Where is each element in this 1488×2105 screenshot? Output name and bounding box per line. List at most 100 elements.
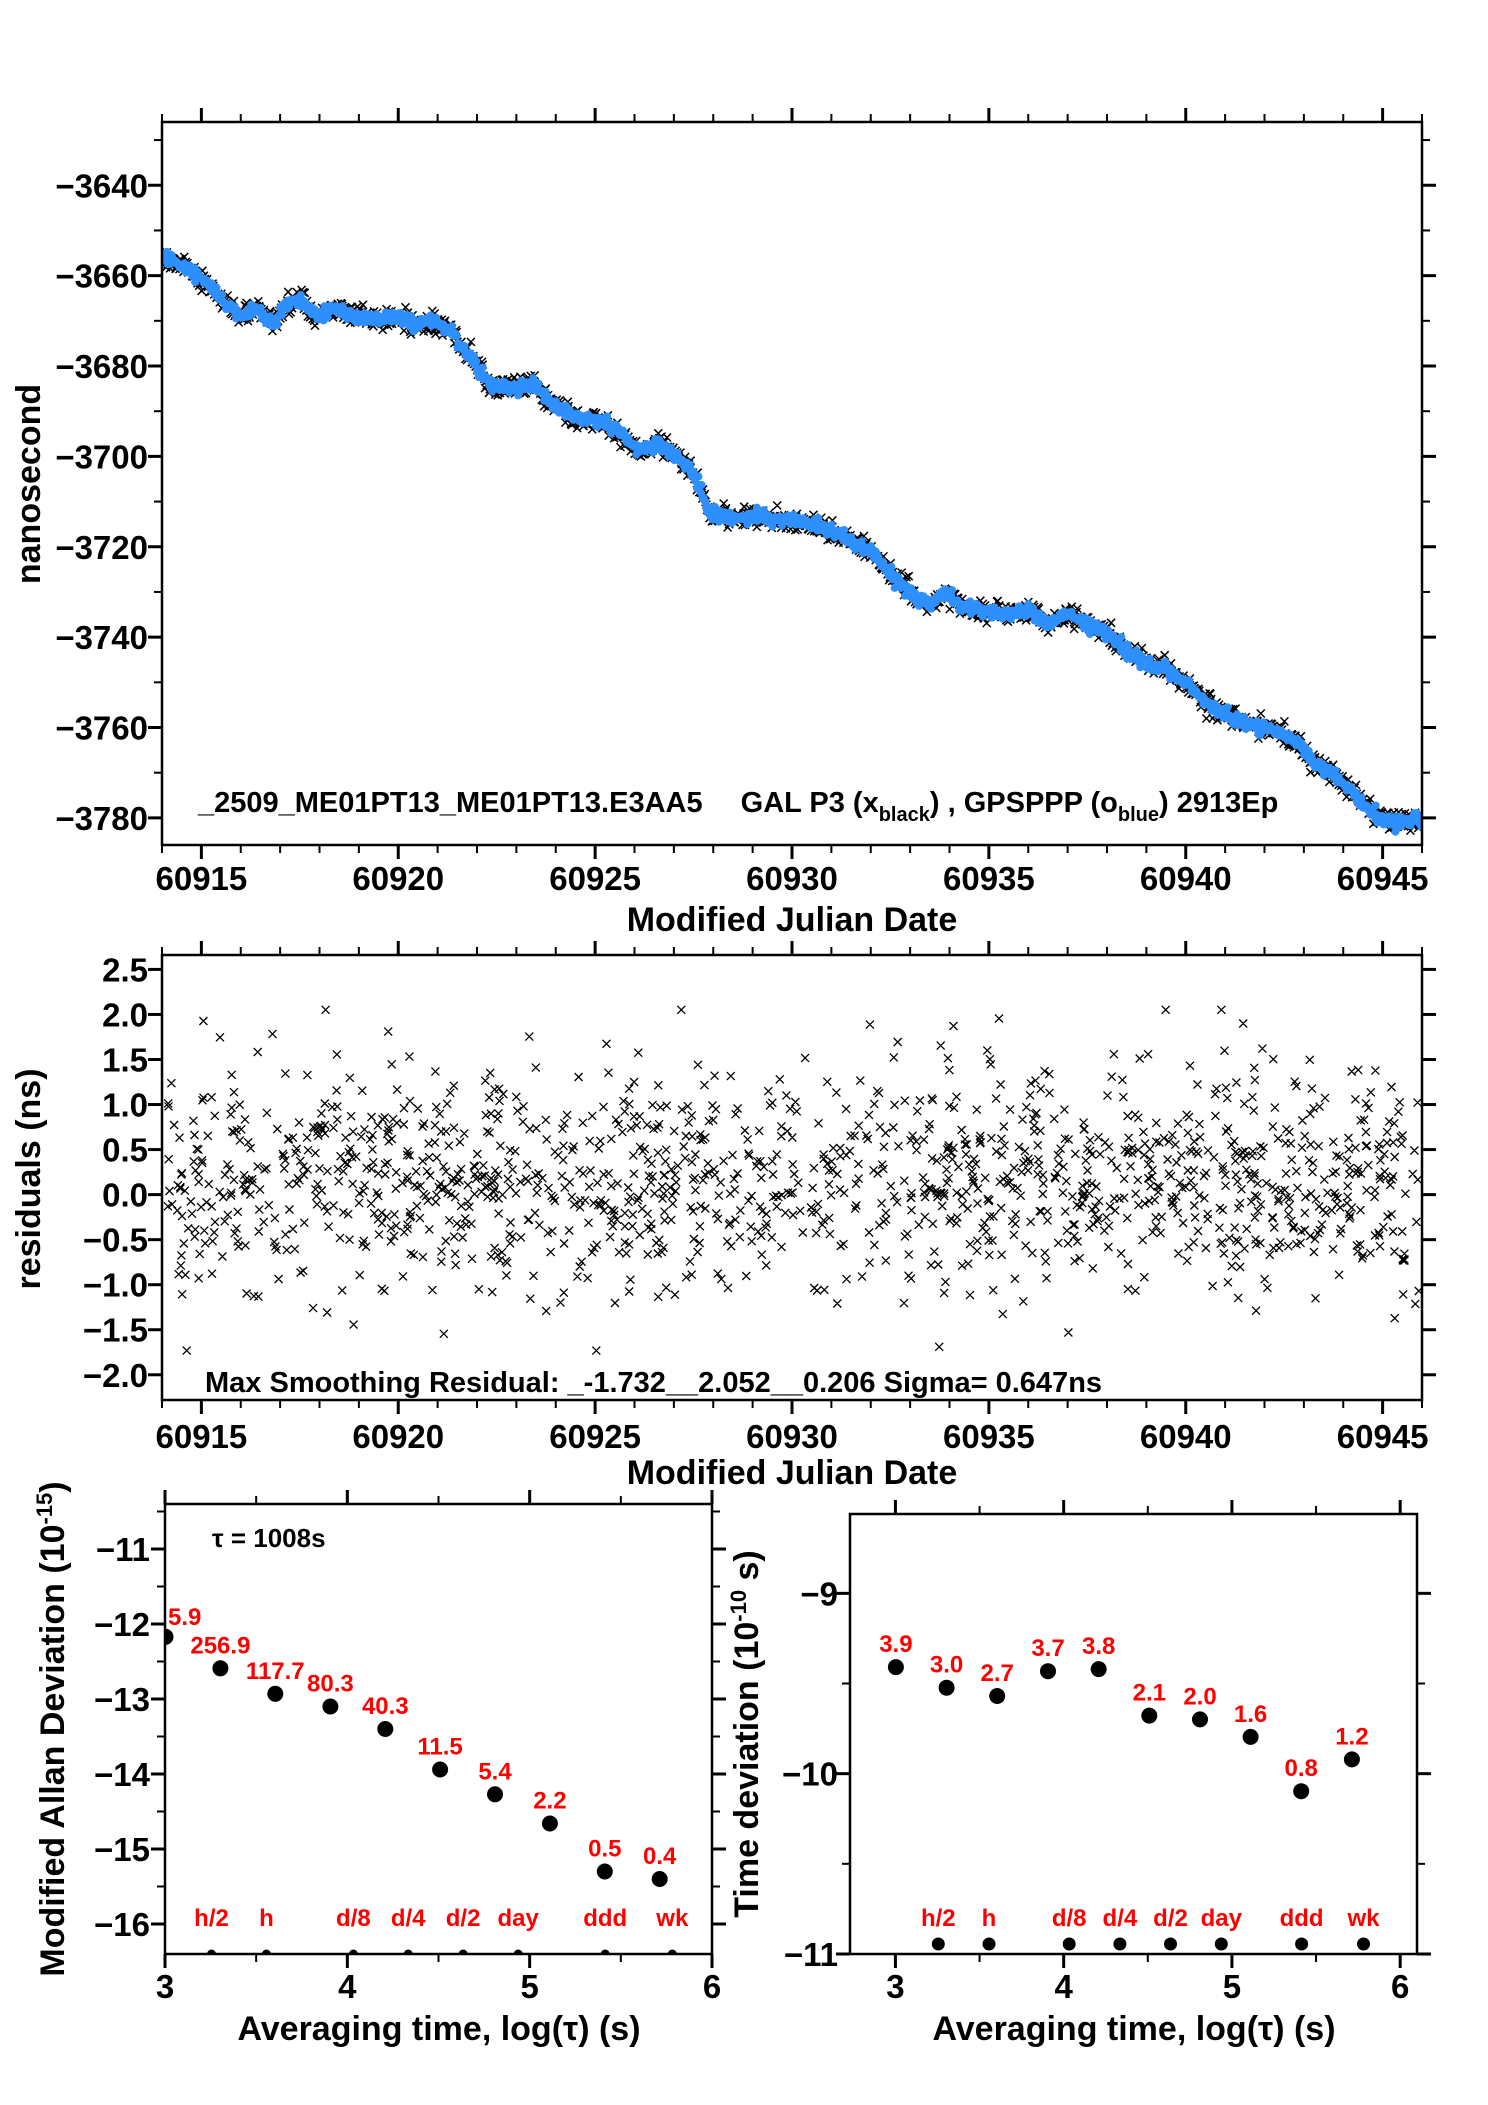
deviation-point (1343, 1751, 1360, 1768)
y-tick-label: −3760 (55, 710, 148, 747)
x-tick-label: 60945 (1337, 1418, 1429, 1455)
mdev-y-title-main: Modified Allan Deviation (10 (34, 1524, 72, 1976)
x-tick-label: 5 (1223, 1968, 1241, 2005)
y-tick-label: −15 (94, 1831, 150, 1868)
x-tick-label: 60930 (746, 1418, 838, 1455)
tau-mark-label: d/8 (1052, 1905, 1087, 1932)
residual-x-markers (163, 1005, 1422, 1356)
tau-mark-dot (1295, 1937, 1309, 1951)
tau-mark-dot (1062, 1937, 1076, 1951)
x-tick-label: 60935 (943, 860, 1035, 897)
deviation-point (596, 1863, 613, 1880)
tau-mark-dot (1214, 1937, 1228, 1951)
y-tick-label: −14 (94, 1756, 151, 1793)
point-value-label: 3.0 (930, 1652, 963, 1679)
tau-mark-label: d/2 (1153, 1905, 1188, 1932)
y-tick-label: 2.5 (102, 951, 148, 988)
tau-mark-dot (931, 1937, 945, 1951)
deviation-point (1242, 1728, 1259, 1745)
y-tick-label: −11 (784, 1936, 838, 1973)
y-tick-label: −3740 (55, 619, 148, 656)
y-tick-label: −3780 (55, 800, 148, 837)
tau-mark-label: day (498, 1905, 540, 1932)
y-tick-label: −3660 (55, 258, 148, 295)
deviation-point (487, 1786, 503, 1803)
tdev-x-axis-title: Averaging time, log(τ) (s) (932, 2010, 1335, 2048)
y-tick-label: 0.0 (102, 1177, 148, 1214)
x-tick-label: 60915 (155, 860, 247, 897)
point-value-label: 1.2 (1335, 1723, 1368, 1750)
y-tick-label: −11 (96, 1531, 150, 1568)
y-tick-label: −1.5 (83, 1312, 148, 1349)
residual-stats-annotation: Max Smoothing Residual: _-1.732__2.052__… (205, 1367, 1102, 1399)
x-tick-label: 3 (156, 1968, 174, 2005)
x-tick-label: 4 (1054, 1968, 1073, 2005)
mdev-y-title-close: ) (34, 1481, 72, 1492)
tau-mark-label: wk (655, 1905, 689, 1932)
legend-gps-subscript: blue (1118, 804, 1159, 826)
y-tick-label: 1.5 (102, 1041, 148, 1078)
y-tick-label: −9 (800, 1575, 838, 1612)
x-tick-label: 60925 (549, 1418, 641, 1455)
top-x-axis-title: Modified Julian Date (627, 901, 958, 939)
gpsppp-o-markers (162, 247, 1422, 836)
x-tick-label: 60930 (746, 860, 838, 897)
tdev-y-title-close: s) (728, 1550, 766, 1590)
y-tick-label: −3640 (55, 167, 148, 204)
point-value-label: 0.4 (643, 1843, 677, 1870)
point-value-label: 117.7 (246, 1658, 305, 1685)
tick-layer-bl: 3 4 5 6 −11 −12 −13 −14 −15 −16 (94, 1490, 726, 2005)
deviation-point (651, 1871, 668, 1887)
point-value-label: 5.9 (168, 1604, 201, 1631)
deviation-point (1293, 1783, 1310, 1800)
x-tick-label: 5 (520, 1968, 538, 2005)
legend-gal-subscript: black (879, 804, 931, 826)
tdev-y-axis-title: Time deviation (10-10 s) (726, 1550, 766, 1918)
plot-frame (160, 953, 1424, 1402)
point-value-label: 0.8 (1285, 1755, 1318, 1782)
point-value-label: 3.9 (879, 1631, 912, 1658)
mdev-y-axis-title: Modified Allan Deviation (10-15) (32, 1481, 72, 1976)
deviation-point (212, 1660, 229, 1677)
y-tick-label: −0.5 (83, 1222, 148, 1259)
tau-mark-label: h/2 (194, 1905, 229, 1932)
deviation-point (267, 1685, 284, 1702)
legend-gps-series: ) , GPSPPP (o (930, 787, 1118, 819)
tau-mark-label: day (1201, 1905, 1243, 1932)
mid-x-axis-title: Modified Julian Date (627, 1454, 958, 1492)
plot-frame (163, 1502, 714, 1956)
x-tick-label: 60915 (155, 1418, 247, 1455)
x-tick-label: 60925 (549, 860, 641, 897)
y-tick-label: −2.0 (83, 1357, 148, 1394)
plot-frame (160, 120, 1424, 847)
data-layer-mid (163, 1005, 1422, 1356)
x-tick-label: 60920 (352, 1418, 444, 1455)
y-tick-label: −3680 (55, 348, 148, 385)
y-tick-label: −1.0 (83, 1267, 148, 1304)
tau-mark-label: d/8 (336, 1905, 371, 1932)
tau-mark-dot (982, 1937, 996, 1951)
point-value-label: 40.3 (362, 1693, 409, 1720)
tau-mark-label: ddd (1280, 1905, 1324, 1932)
deviation-point (938, 1679, 955, 1696)
gal-p3-x-markers (162, 247, 1422, 836)
deviation-point (989, 1688, 1006, 1704)
y-tick-label: 1.0 (102, 1087, 148, 1124)
deviation-point (1040, 1663, 1056, 1680)
point-value-label: 1.6 (1234, 1701, 1267, 1728)
y-tick-label: −3700 (55, 438, 148, 475)
tick-layer-top: 60915 60920 60925 60930 60935 60940 60945 −3640… (55, 108, 1436, 897)
deviation-point (322, 1698, 339, 1715)
point-value-label: 2.7 (981, 1660, 1014, 1687)
point-value-label: 80.3 (307, 1671, 354, 1698)
point-value-label: 11.5 (417, 1734, 462, 1761)
tau-mark-dot (1164, 1937, 1177, 1951)
y-tick-label: −3720 (55, 529, 148, 566)
mid-y-axis-title: residuals (ns) (10, 1068, 48, 1289)
y-tick-label: 2.0 (102, 996, 148, 1033)
tick-layer-br: 3 4 5 6 −9 −10 −11 (782, 1500, 1431, 2005)
tau-mark-dot (1113, 1937, 1127, 1951)
tau-mark-label: h (982, 1905, 997, 1932)
